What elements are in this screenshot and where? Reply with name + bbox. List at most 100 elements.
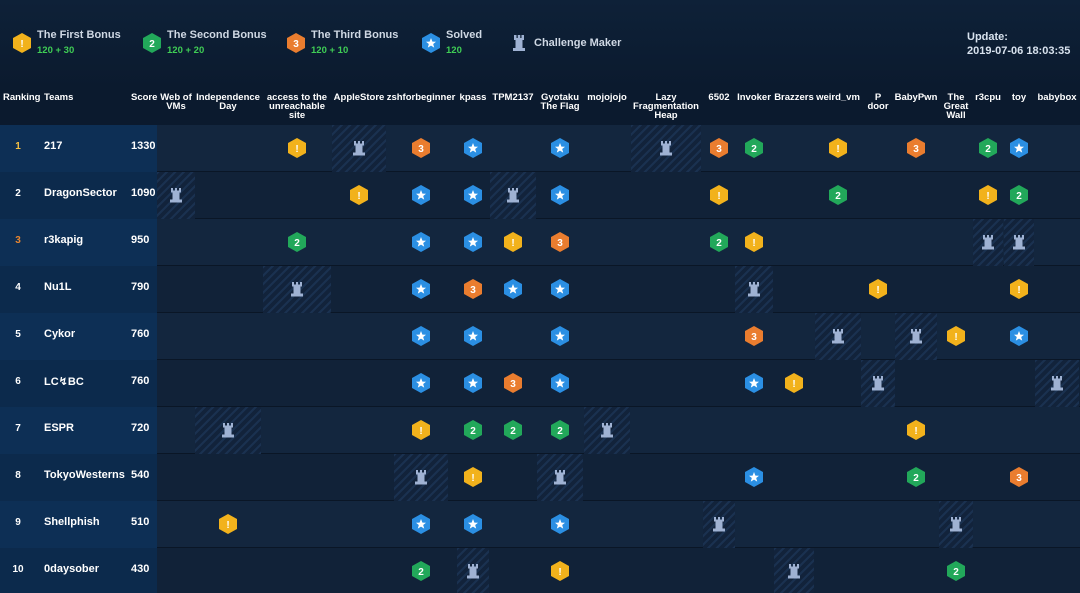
svg-text:3: 3	[557, 238, 563, 249]
svg-text:3: 3	[510, 379, 516, 390]
rank-cell-background	[0, 266, 157, 313]
challenge-maker-icon	[950, 517, 962, 532]
first-bonus-icon: !	[288, 138, 306, 158]
first-bonus-icon: !	[13, 33, 31, 53]
challenge-maker-icon	[291, 282, 303, 297]
legend-title: Solved	[446, 29, 483, 41]
third-bonus-icon: 3	[907, 138, 925, 158]
team-rank: 3	[15, 235, 21, 246]
second-bonus-icon: 2	[710, 232, 728, 252]
third-bonus-icon: 3	[551, 232, 569, 252]
legend-sub: 120 + 20	[167, 45, 205, 56]
challenge-maker-icon	[507, 188, 519, 203]
team-name[interactable]: 217	[44, 140, 63, 152]
svg-text:!: !	[226, 520, 229, 531]
rank-cell-background	[0, 360, 157, 407]
team-name[interactable]: DragonSector	[44, 187, 117, 199]
challenge-header: toy	[1011, 92, 1027, 103]
table-row[interactable]: 7 ESPR 720! 2 2 2!	[0, 407, 1080, 454]
team-name[interactable]: TokyoWesterns	[44, 469, 125, 481]
update-label: Update:	[967, 31, 1008, 43]
third-bonus-icon: 3	[287, 33, 305, 53]
svg-text:2: 2	[953, 567, 959, 578]
second-bonus-icon: 2	[829, 185, 847, 205]
row-grid-background	[157, 501, 1080, 548]
legend-sub: 120 + 10	[311, 45, 349, 56]
svg-text:2: 2	[418, 567, 424, 578]
solved-icon	[412, 232, 430, 252]
challenge-header: BabyPwn	[894, 92, 938, 103]
svg-text:!: !	[471, 473, 474, 484]
third-bonus-icon: 3	[504, 373, 522, 393]
row-grid-background	[157, 454, 1080, 501]
solved-icon	[551, 373, 569, 393]
team-score: 1330	[131, 140, 156, 152]
solved-icon	[551, 138, 569, 158]
challenge-maker-icon	[982, 235, 994, 250]
solved-icon	[464, 514, 482, 534]
svg-text:!: !	[836, 144, 839, 155]
svg-text:!: !	[876, 285, 879, 296]
team-score: 760	[131, 328, 150, 340]
row-separator	[157, 500, 1080, 501]
team-name[interactable]: Cykor	[44, 328, 76, 340]
row-separator	[157, 359, 1080, 360]
team-score: 1090	[131, 187, 156, 199]
table-row[interactable]: 5 Cykor 760 3!	[0, 313, 1080, 360]
third-bonus-icon: 3	[745, 326, 763, 346]
row-grid-background	[157, 313, 1080, 360]
first-bonus-icon: !	[350, 185, 368, 205]
team-name[interactable]: LC↯BC	[44, 376, 84, 388]
table-row[interactable]: 2 DragonSector 1090!! 2! 2	[0, 172, 1080, 219]
table-row[interactable]: 9 Shellphish 510!	[0, 501, 1080, 548]
solved-icon	[1010, 138, 1028, 158]
team-score: 510	[131, 516, 150, 528]
challenge-header: TPM2137	[492, 92, 534, 103]
challenge-maker-icon	[415, 470, 427, 485]
row-separator	[157, 171, 1080, 172]
table-row[interactable]: 1 217 1330! 3 3 2! 3 2	[0, 125, 1080, 172]
challenge-header: access to the unreachable site	[266, 92, 328, 121]
second-bonus-icon: 2	[947, 561, 965, 581]
solved-icon	[412, 373, 430, 393]
first-bonus-icon: !	[710, 185, 728, 205]
rank-cell-background	[0, 125, 157, 172]
row-separator	[157, 265, 1080, 266]
table-row[interactable]: 3 r3kapig 950 2! 3 2!	[0, 219, 1080, 266]
team-name[interactable]: r3kapig	[44, 234, 84, 246]
challenge-header: 6502	[708, 92, 730, 103]
svg-text:2: 2	[294, 238, 300, 249]
challenge-header: babybox	[1037, 92, 1077, 103]
svg-text:3: 3	[470, 285, 476, 296]
team-name[interactable]: Nu1L	[44, 281, 72, 293]
table-row[interactable]: 4 Nu1L 790 3!!	[0, 266, 1080, 313]
team-rank: 8	[15, 470, 21, 481]
challenge-maker-icon	[1013, 235, 1025, 250]
table-row[interactable]: 8 TokyoWesterns 540! 2 3	[0, 454, 1080, 501]
svg-text:!: !	[295, 144, 298, 155]
first-bonus-icon: !	[504, 232, 522, 252]
table-row[interactable]: 10 0daysober 430 2! 2	[0, 548, 1080, 593]
column-header-teams: Teams	[44, 92, 74, 103]
challenge-maker-icon	[660, 141, 672, 156]
first-bonus-icon: !	[947, 326, 965, 346]
rank-cell-background	[0, 454, 157, 501]
row-grid-background	[157, 219, 1080, 266]
solved-icon	[551, 514, 569, 534]
row-separator	[157, 406, 1080, 407]
legend-title: The Second Bonus	[167, 29, 267, 41]
team-name[interactable]: ESPR	[44, 422, 74, 434]
team-name[interactable]: Shellphish	[44, 516, 100, 528]
challenge-maker-icon	[872, 376, 884, 391]
table-row[interactable]: 6 LC↯BC 760 3!	[0, 360, 1080, 407]
solved-icon	[551, 326, 569, 346]
svg-text:!: !	[752, 238, 755, 249]
solved-icon	[412, 279, 430, 299]
solved-icon	[412, 514, 430, 534]
team-rank: 5	[15, 329, 21, 340]
column-header-score: Score	[131, 92, 158, 103]
challenge-maker-icon	[513, 35, 525, 51]
team-name[interactable]: 0daysober	[44, 563, 100, 575]
solved-icon	[1010, 326, 1028, 346]
